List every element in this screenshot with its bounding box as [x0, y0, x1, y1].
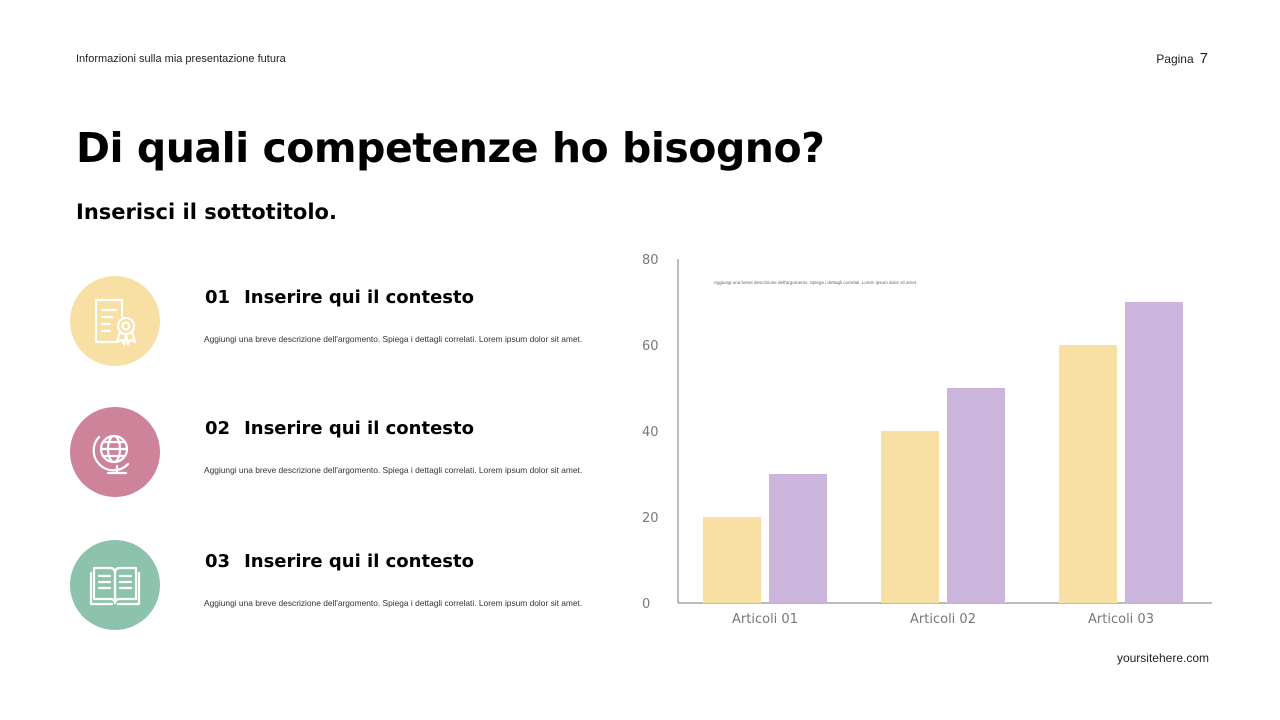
bar-chart: 0 20 40 60 80 Aggiungi una breve descrizione … [642, 253, 1212, 627]
x-tick-label: Articoli 03 [1088, 612, 1154, 627]
certificate-icon [94, 298, 137, 346]
bar [769, 474, 827, 603]
item-icon-circle [70, 540, 160, 630]
slide-subtitle: Inserisci il sottotitolo. [76, 200, 337, 224]
bar [703, 517, 761, 603]
item-description: Aggiungi una breve descrizione dell'argo… [204, 334, 583, 344]
y-tick-label: 40 [642, 425, 659, 440]
slide-title: Di quali competenze ho bisogno? [76, 124, 825, 172]
x-tick-label: Articoli 01 [732, 612, 798, 627]
list-item: 02 Inserire qui il contesto Aggiungi una … [70, 407, 630, 499]
item-description: Aggiungi una breve descrizione dell'argo… [204, 598, 583, 608]
page-number: 7 [1199, 50, 1208, 67]
site-url: yoursitehere.com [1116, 651, 1209, 665]
item-heading: 03 Inserire qui il contesto [205, 551, 474, 572]
bar [1125, 302, 1183, 603]
y-tick-label: 60 [642, 339, 659, 354]
y-tick-label: 0 [642, 597, 650, 612]
list-item: 01 Inserire qui il contesto Aggiungi una … [70, 276, 630, 368]
item-title: Inserire qui il contesto [244, 418, 474, 439]
bar [947, 388, 1005, 603]
y-tick-label: 20 [642, 511, 659, 526]
page-indicator: Pagina 7 [1156, 50, 1208, 67]
list-item: 03 Inserire qui il contesto Aggiungi una … [70, 540, 630, 632]
item-number: 03 [205, 551, 231, 572]
globe-icon [92, 434, 130, 475]
x-tick-label: Articoli 02 [910, 612, 976, 627]
item-icon-circle [70, 276, 160, 366]
item-title: Inserire qui il contesto [244, 551, 474, 572]
page-label: Pagina [1156, 52, 1194, 66]
item-title: Inserire qui il contesto [244, 287, 474, 308]
item-number: 02 [205, 418, 231, 439]
item-description: Aggiungi una breve descrizione dell'argo… [204, 465, 583, 475]
chart-annotation: Aggiungi una breve descrizione dell'argo… [714, 280, 917, 285]
open-book-icon [89, 566, 141, 606]
bar [1059, 345, 1117, 603]
presentation-info: Informazioni sulla mia presentazione fut… [76, 53, 286, 65]
item-number: 01 [205, 287, 231, 308]
y-tick-label: 80 [642, 253, 659, 268]
item-heading: 02 Inserire qui il contesto [205, 418, 474, 439]
item-icon-circle [70, 407, 160, 497]
bar [881, 431, 939, 603]
item-heading: 01 Inserire qui il contesto [205, 287, 474, 308]
